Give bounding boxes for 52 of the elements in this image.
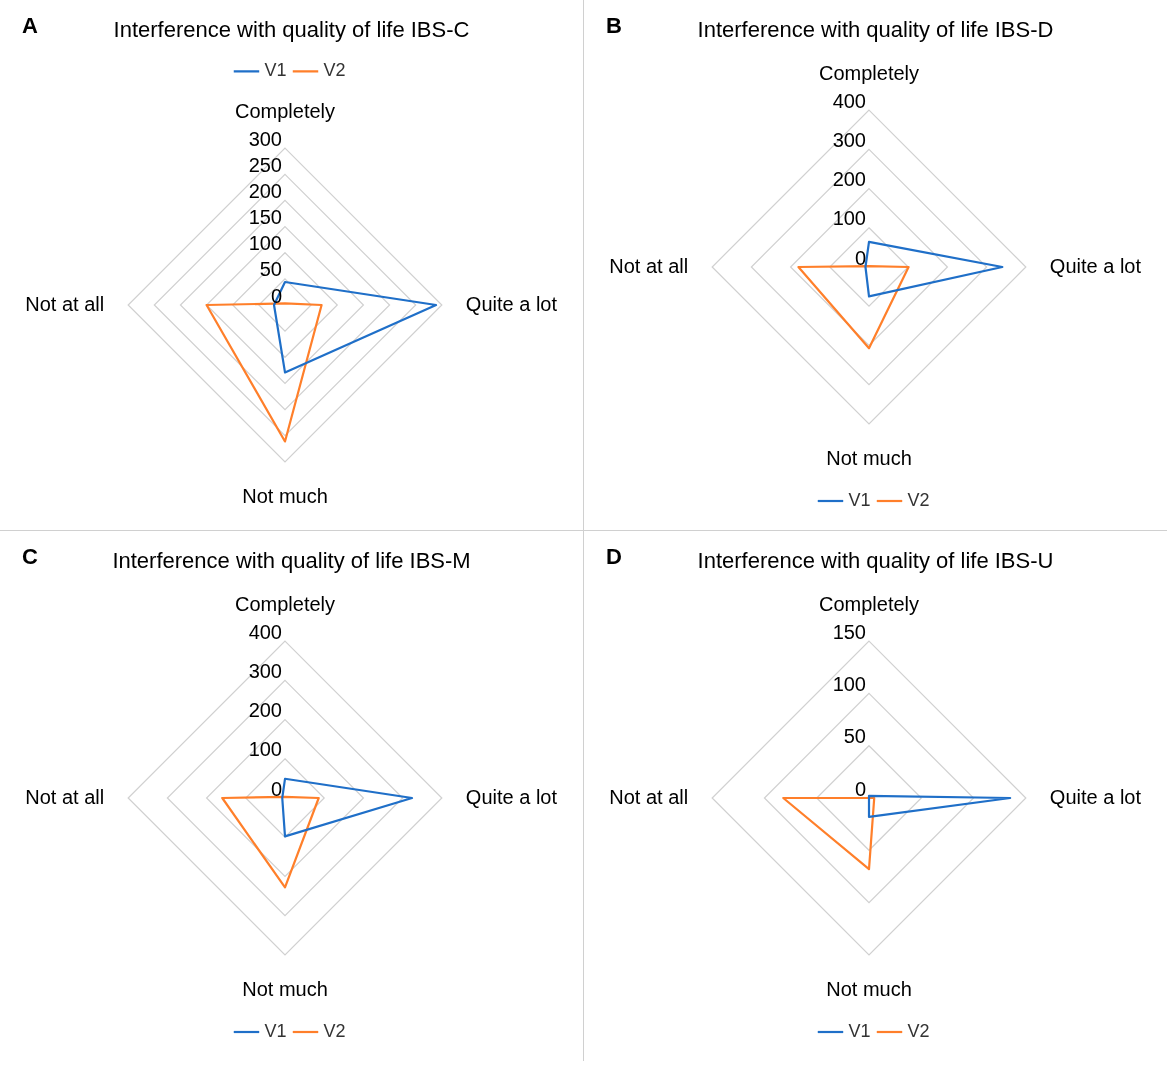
y-tick-label: 50: [843, 725, 866, 748]
y-tick-label: 0: [854, 246, 866, 269]
legend-label: V2: [323, 60, 346, 81]
chart-title: Interference with quality of life IBS-U: [697, 548, 1054, 574]
text: D: [606, 544, 622, 570]
y-tick-label: 300: [248, 127, 282, 150]
text: C: [22, 544, 38, 570]
chart-title: Interference with quality of life IBS-C: [113, 17, 470, 43]
y-tick-label: 200: [248, 699, 282, 722]
legend-label: V1: [264, 60, 287, 81]
y-tick-label: 200: [832, 168, 866, 191]
y-tick-label: 100: [832, 672, 866, 695]
spoke-label: Not much: [242, 485, 328, 508]
spoke-label: Completely: [818, 592, 920, 615]
spoke-label: Not at all: [25, 292, 105, 315]
chart-title: Interference with quality of life IBS-M: [112, 548, 471, 574]
legend-label: V1: [848, 1020, 871, 1041]
spoke-label: Not much: [826, 978, 912, 1001]
spoke-label: Not much: [826, 447, 912, 470]
y-tick-label: 100: [248, 232, 282, 255]
y-tick-label: 100: [832, 207, 866, 230]
y-tick-label: 100: [248, 738, 282, 761]
y-tick-label: 400: [248, 620, 282, 643]
spoke-label: Quite a lot: [465, 785, 558, 808]
spoke-label: Quite a lot: [1049, 254, 1142, 277]
spoke-label: Completely: [234, 592, 336, 615]
chart-title: Interference with quality of life IBS-D: [697, 17, 1054, 43]
spoke-label: Completely: [818, 61, 920, 84]
y-tick-label: 50: [259, 258, 282, 281]
legend-label: V2: [323, 1020, 346, 1041]
spoke-label: Not at all: [25, 785, 105, 808]
y-tick-label: 300: [248, 659, 282, 682]
y-tick-label: 0: [854, 777, 866, 800]
spoke-label: Not at all: [609, 254, 689, 277]
y-tick-label: 0: [270, 777, 282, 800]
spoke-label: Not much: [242, 978, 328, 1001]
y-tick-label: 400: [832, 89, 866, 112]
legend-label: V1: [264, 1020, 287, 1041]
y-tick-label: 200: [248, 179, 282, 202]
y-tick-label: 300: [832, 128, 866, 151]
y-tick-label: 150: [832, 620, 866, 643]
spoke-label: Not at all: [609, 785, 689, 808]
legend-label: V1: [848, 489, 871, 510]
spoke-label: Quite a lot: [465, 292, 558, 315]
spoke-label: Quite a lot: [1049, 785, 1142, 808]
spoke-label: Completely: [234, 99, 336, 122]
text: B: [606, 13, 622, 39]
legend-label: V2: [907, 1020, 930, 1041]
y-tick-label: 150: [248, 206, 282, 229]
y-tick-label: 250: [248, 153, 282, 176]
legend-label: V2: [907, 489, 930, 510]
text: A: [22, 13, 38, 39]
